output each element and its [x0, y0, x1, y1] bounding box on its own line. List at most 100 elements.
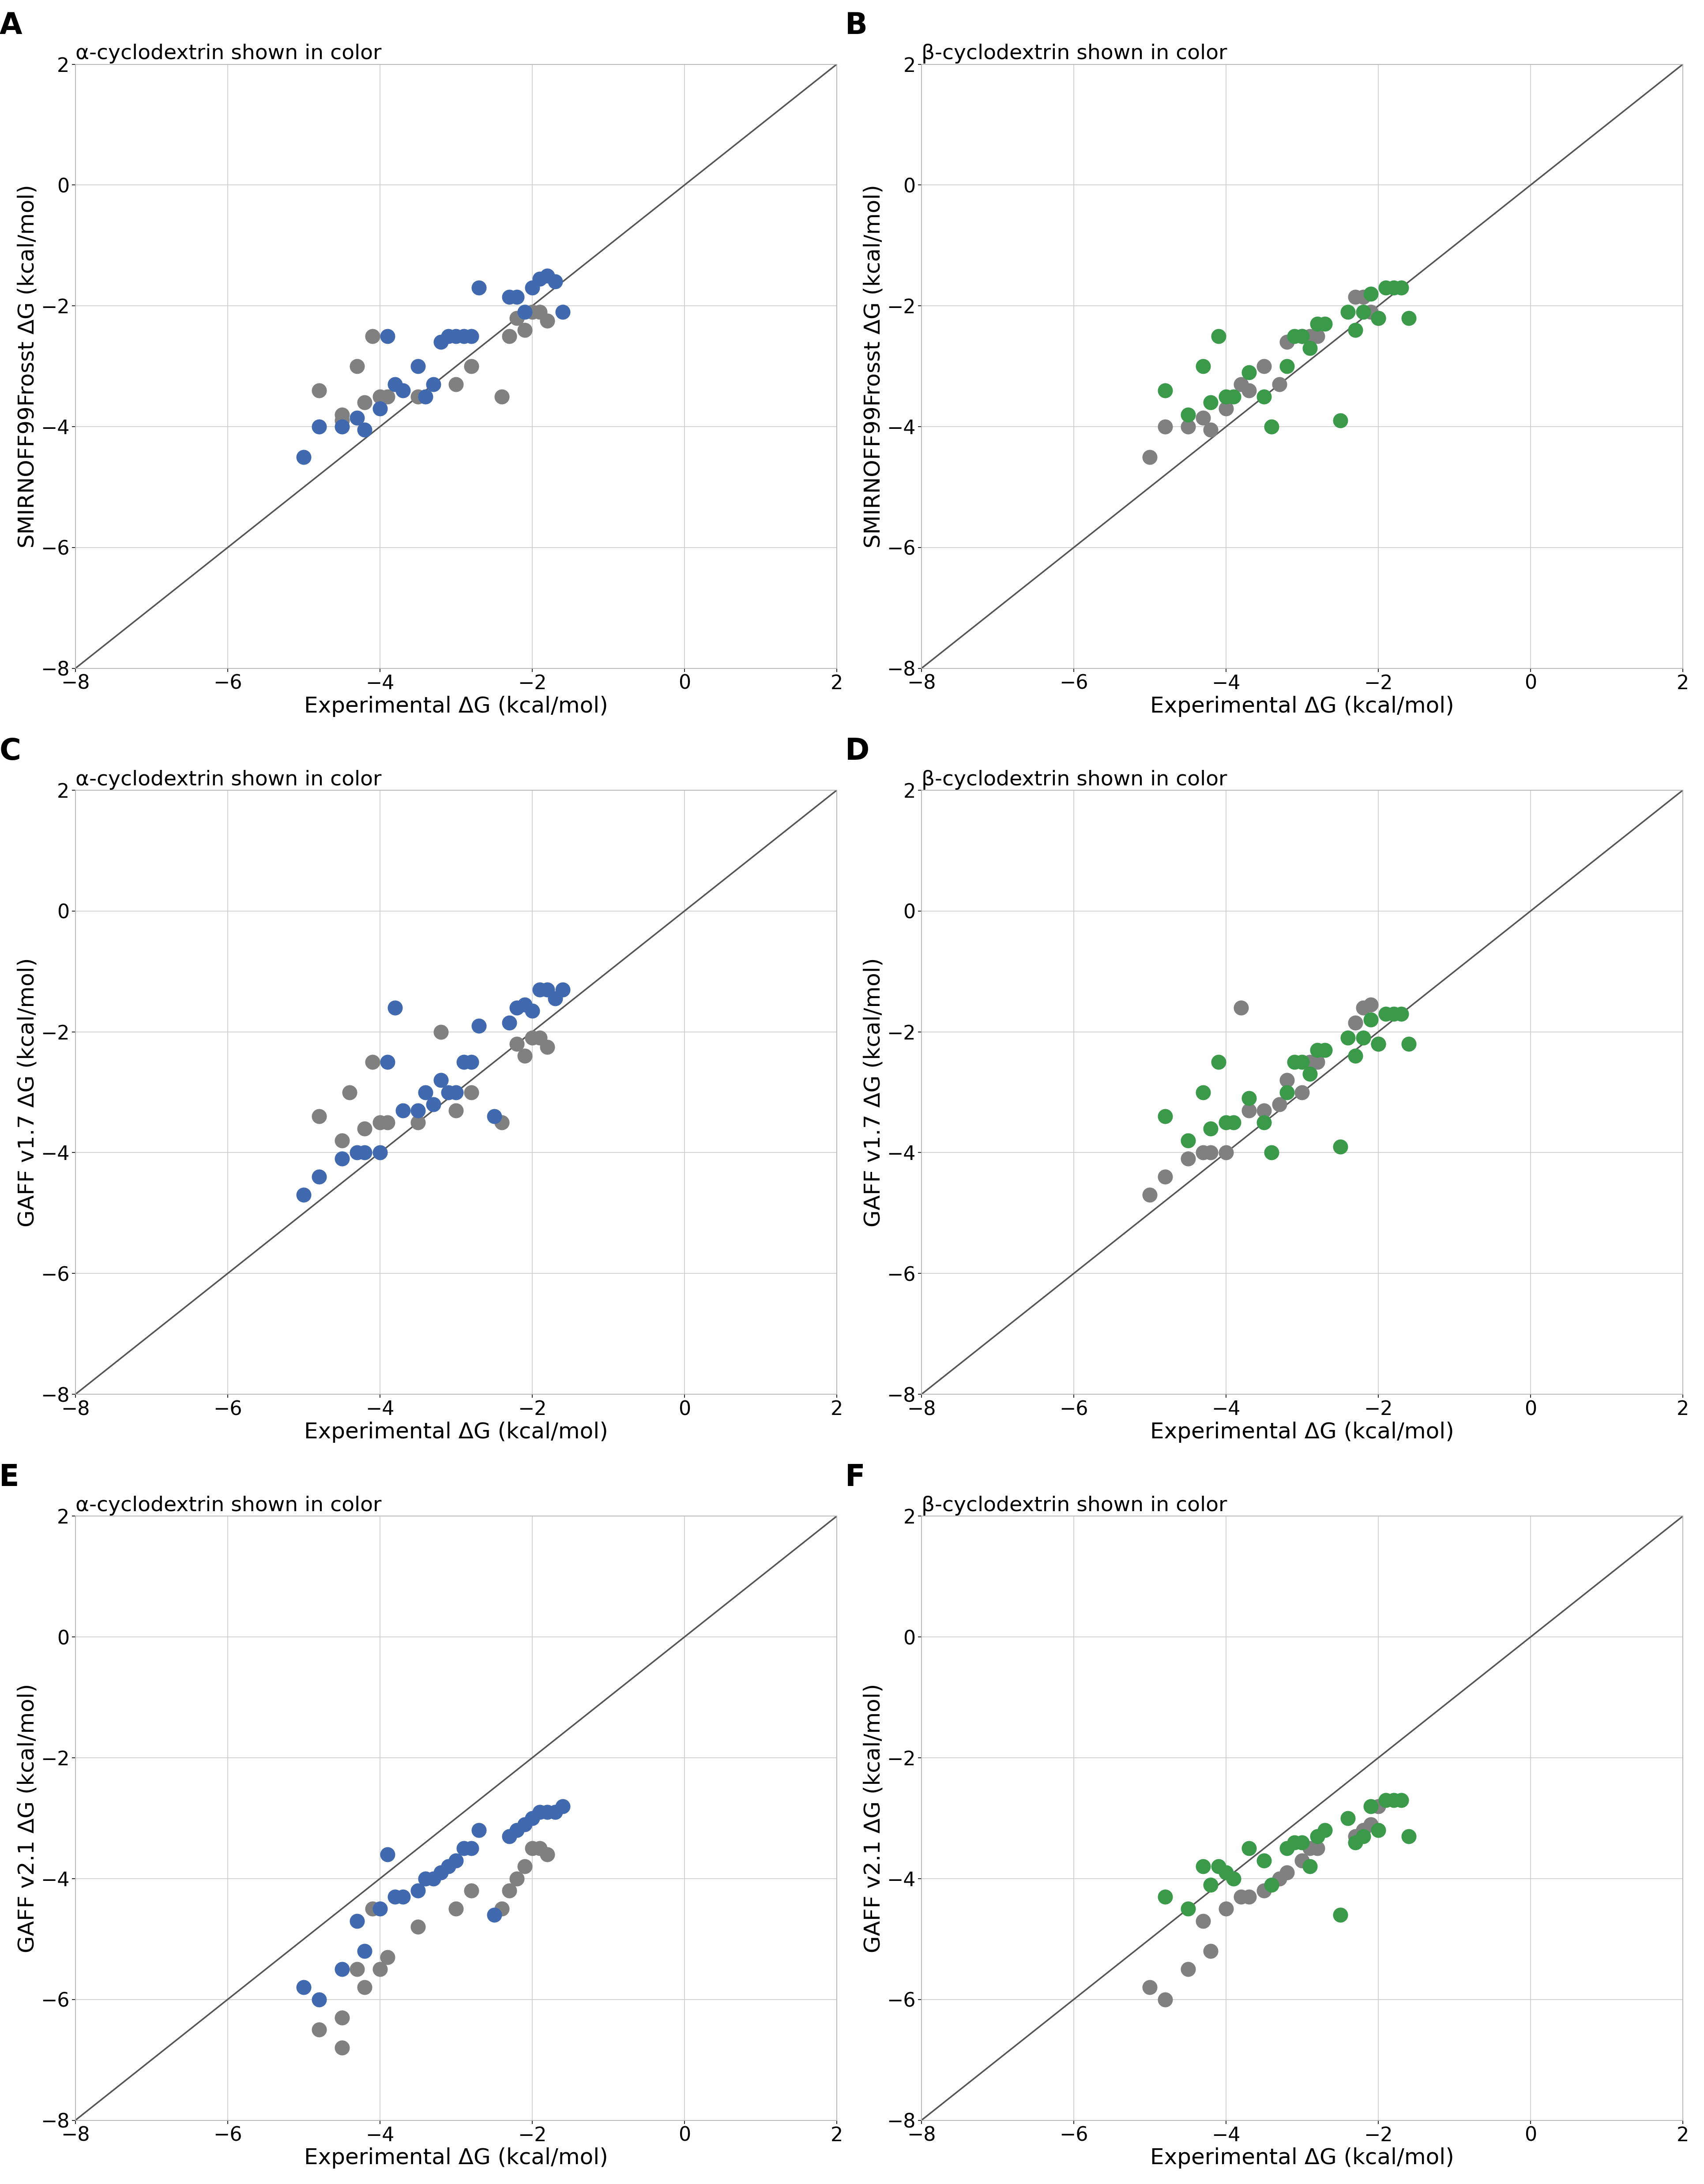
Point: [1266, 367, 1293, 402]
Point: [1396, 1819, 1423, 1854]
Point: [1137, 439, 1164, 474]
Point: [373, 1939, 400, 1974]
Point: [1350, 280, 1377, 314]
Point: [481, 1898, 508, 1933]
Point: [382, 367, 409, 402]
Text: β-cyclodextrin shown in color: β-cyclodextrin shown in color: [922, 1496, 1227, 1516]
Point: [527, 262, 554, 297]
Y-axis label: GAFF v2.1 ΔG (kcal/mol): GAFF v2.1 ΔG (kcal/mol): [17, 1684, 37, 1952]
Point: [373, 1044, 400, 1079]
Point: [1334, 295, 1361, 330]
Point: [1235, 1878, 1263, 1913]
Point: [358, 1891, 385, 1926]
Point: [496, 1005, 523, 1040]
Point: [373, 1105, 400, 1140]
Text: B: B: [845, 11, 867, 39]
Point: [487, 1891, 515, 1926]
Point: [518, 1830, 545, 1865]
Point: [458, 1874, 486, 1909]
Point: [443, 1092, 470, 1127]
Point: [351, 1970, 378, 2005]
Point: [518, 1020, 545, 1055]
Point: [1205, 1044, 1232, 1079]
Point: [1356, 295, 1384, 330]
Point: [518, 271, 545, 306]
Point: [351, 1136, 378, 1171]
Point: [450, 1830, 477, 1865]
Point: [1227, 1878, 1254, 1913]
Point: [496, 1874, 523, 1909]
Point: [1380, 271, 1408, 306]
Point: [1273, 325, 1300, 360]
Point: [428, 325, 455, 360]
Point: [419, 1088, 446, 1123]
Point: [329, 408, 356, 443]
Point: [458, 319, 486, 354]
Point: [458, 1044, 486, 1079]
Point: [1212, 1854, 1239, 1889]
Point: [1288, 1843, 1315, 1878]
Point: [366, 391, 394, 426]
Point: [1372, 1782, 1399, 1817]
Point: [542, 981, 569, 1016]
Point: [305, 408, 332, 443]
Point: [344, 1136, 371, 1171]
Point: [487, 380, 515, 415]
Point: [1273, 1854, 1300, 1889]
Point: [533, 1029, 561, 1064]
Point: [1189, 1136, 1217, 1171]
Point: [1334, 1802, 1361, 1837]
Point: [1281, 1044, 1309, 1079]
Point: [1350, 1813, 1377, 1848]
Point: [542, 1795, 569, 1830]
Point: [1258, 1136, 1285, 1171]
Point: [496, 319, 523, 354]
Point: [503, 1813, 530, 1848]
Point: [458, 1830, 486, 1865]
Point: [419, 1861, 446, 1896]
Point: [533, 1837, 561, 1872]
Point: [1258, 408, 1285, 443]
Point: [389, 373, 416, 408]
Point: [1295, 1830, 1322, 1865]
Text: β-cyclodextrin shown in color: β-cyclodextrin shown in color: [922, 769, 1227, 791]
Point: [366, 1891, 394, 1926]
Point: [1288, 1826, 1315, 1861]
Point: [1288, 319, 1315, 354]
Point: [1356, 987, 1384, 1022]
Point: [518, 1802, 545, 1837]
Point: [1220, 1105, 1247, 1140]
Point: [549, 295, 576, 330]
Point: [1152, 373, 1179, 408]
Y-axis label: SMIRNOFF99Frosst ΔG (kcal/mol): SMIRNOFF99Frosst ΔG (kcal/mol): [17, 186, 37, 548]
Point: [404, 1874, 431, 1909]
Point: [503, 280, 530, 314]
Point: [1288, 319, 1315, 354]
Point: [511, 1806, 538, 1841]
Point: [1350, 1020, 1377, 1055]
Point: [1196, 384, 1223, 419]
Point: [450, 319, 477, 354]
Point: [351, 1112, 378, 1147]
Point: [1288, 1075, 1315, 1109]
Point: [382, 989, 409, 1024]
Text: E: E: [0, 1463, 19, 1492]
Point: [1235, 1830, 1263, 1865]
Point: [1212, 391, 1239, 426]
Point: [527, 295, 554, 330]
Point: [1212, 1891, 1239, 1926]
Point: [1341, 1005, 1368, 1040]
Point: [366, 380, 394, 415]
Point: [1310, 1813, 1338, 1848]
Point: [1235, 1081, 1263, 1116]
Point: [496, 280, 523, 314]
Point: [1281, 319, 1309, 354]
Point: [1341, 1819, 1368, 1854]
Point: [389, 1092, 416, 1127]
Point: [344, 349, 371, 384]
Point: [1304, 1819, 1331, 1854]
Point: [366, 1952, 394, 1987]
Point: [527, 1795, 554, 1830]
Point: [1365, 1026, 1392, 1061]
Point: [1152, 1981, 1179, 2016]
